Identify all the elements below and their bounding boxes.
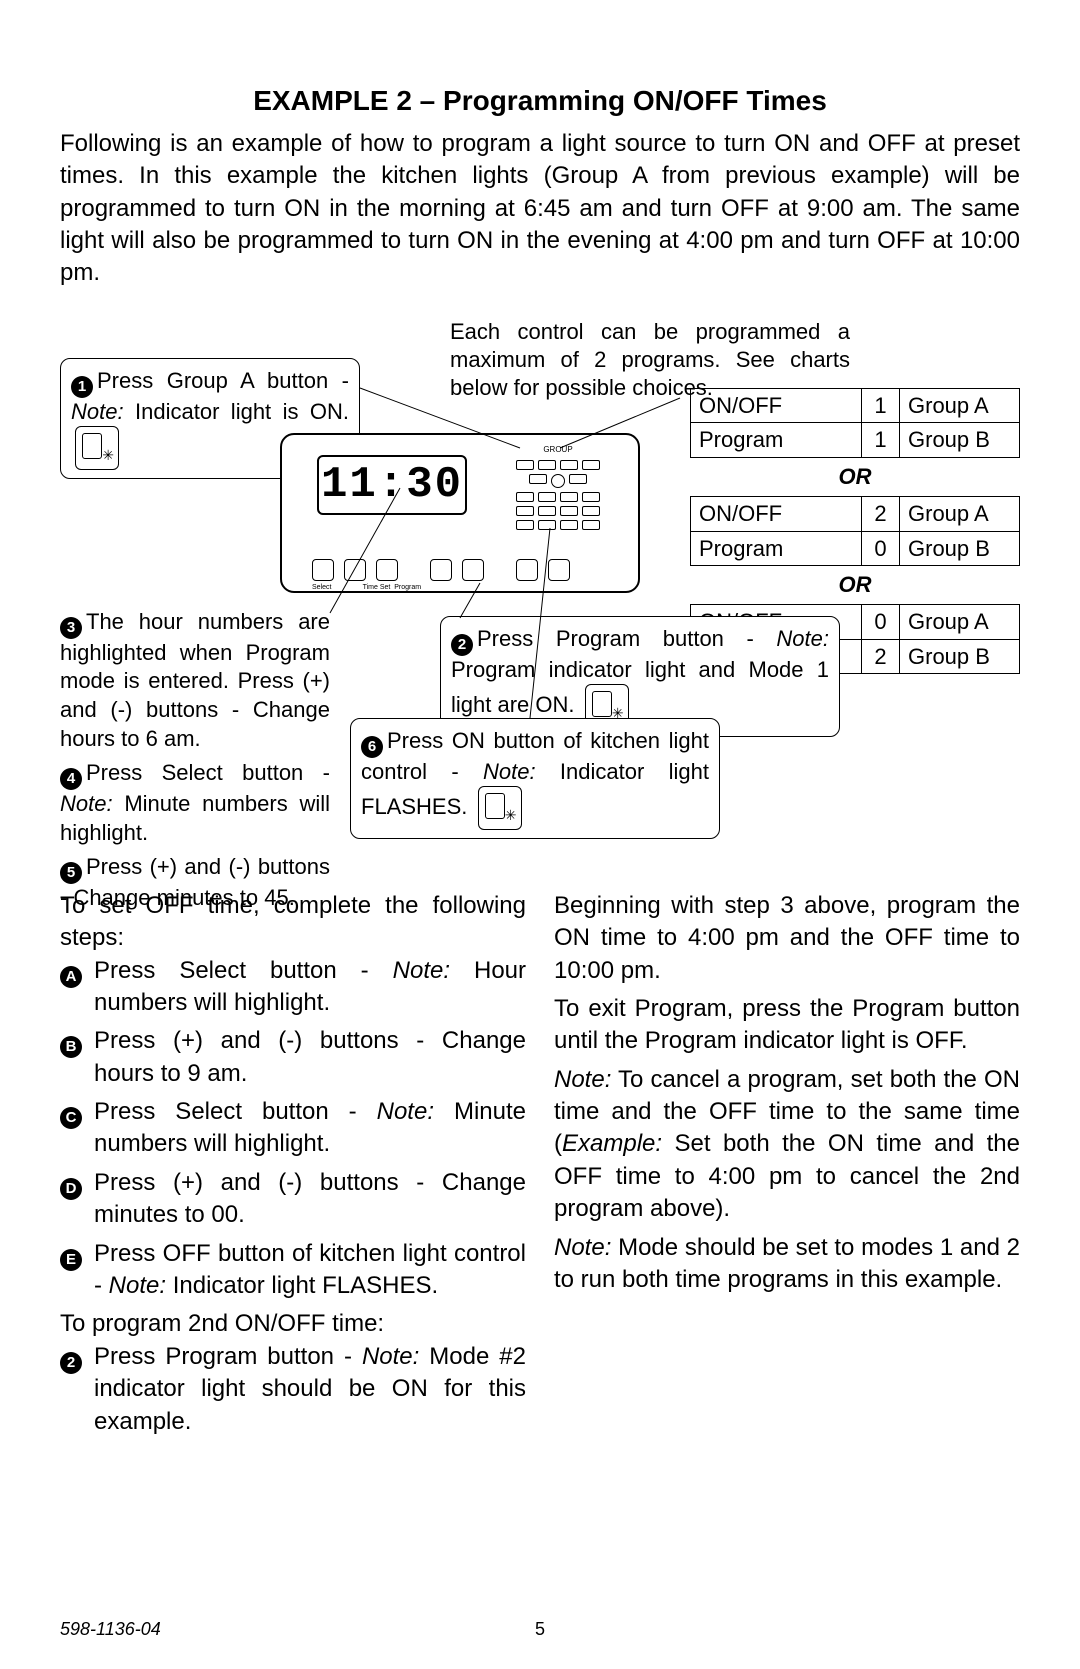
page-footer: 598-1136-04 5 [60,1617,1020,1641]
indicator-icon: ✳ [75,426,119,470]
step-marker-6: 6 [361,736,383,758]
lcd-display: 11:30 [317,455,467,515]
step-marker-2: 2 [451,634,473,656]
indicator-icon-2: ✳ [478,786,522,830]
or-label-1: OR [690,462,1020,492]
device-illustration: 11:30 GROUP Select Time Set Program [280,413,640,623]
left-column: To set OFF time, complete the following … [60,890,526,1444]
right-note-cancel: Note: To cancel a program, set both the … [554,1064,1020,1226]
step-marker-3: 3 [60,617,82,639]
off-steps-list: A Press Select button - Note: Hour numbe… [60,955,526,1303]
page-title: EXAMPLE 2 – Programming ON/OFF Times [60,82,1020,120]
step-marker-5: 5 [60,862,82,884]
step-marker-e: E [60,1249,82,1271]
right-p1: Beginning with step 3 above, program the… [554,890,1020,987]
diagram-area: Each control can be programmed a maximum… [60,318,1020,878]
or-label-2: OR [690,570,1020,600]
second-program-intro: To program 2nd ON/OFF time: [60,1308,526,1340]
step-marker-c: C [60,1107,82,1129]
step-marker-2b: 2 [60,1352,82,1374]
right-p2: To exit Program, press the Program butto… [554,993,1020,1058]
callout-step6: 6Press ON button of kitchen light contro… [350,718,720,839]
right-note-mode: Note: Mode should be set to modes 1 and … [554,1232,1020,1297]
lower-columns: To set OFF time, complete the following … [60,890,1020,1444]
step-marker-1: 1 [71,376,93,398]
step-marker-d: D [60,1178,82,1200]
step-marker-b: B [60,1036,82,1058]
steps-3-4-5: 3The hour numbers are highlighted when P… [60,608,330,919]
device-bottom-buttons [312,559,570,581]
page-number: 5 [535,1617,545,1641]
step-marker-4: 4 [60,768,82,790]
choice-table-2: ON/OFF2Group A Program0Group B [690,496,1020,566]
step-marker-a: A [60,966,82,988]
document-code: 598-1136-04 [60,1617,161,1641]
right-column: Beginning with step 3 above, program the… [554,890,1020,1444]
intro-paragraph: Following is an example of how to progra… [60,128,1020,290]
choice-table-1: ON/OFF1Group A Program1Group B [690,388,1020,458]
second-program-list: 2 Press Program button - Note: Mode #2 i… [60,1341,526,1438]
